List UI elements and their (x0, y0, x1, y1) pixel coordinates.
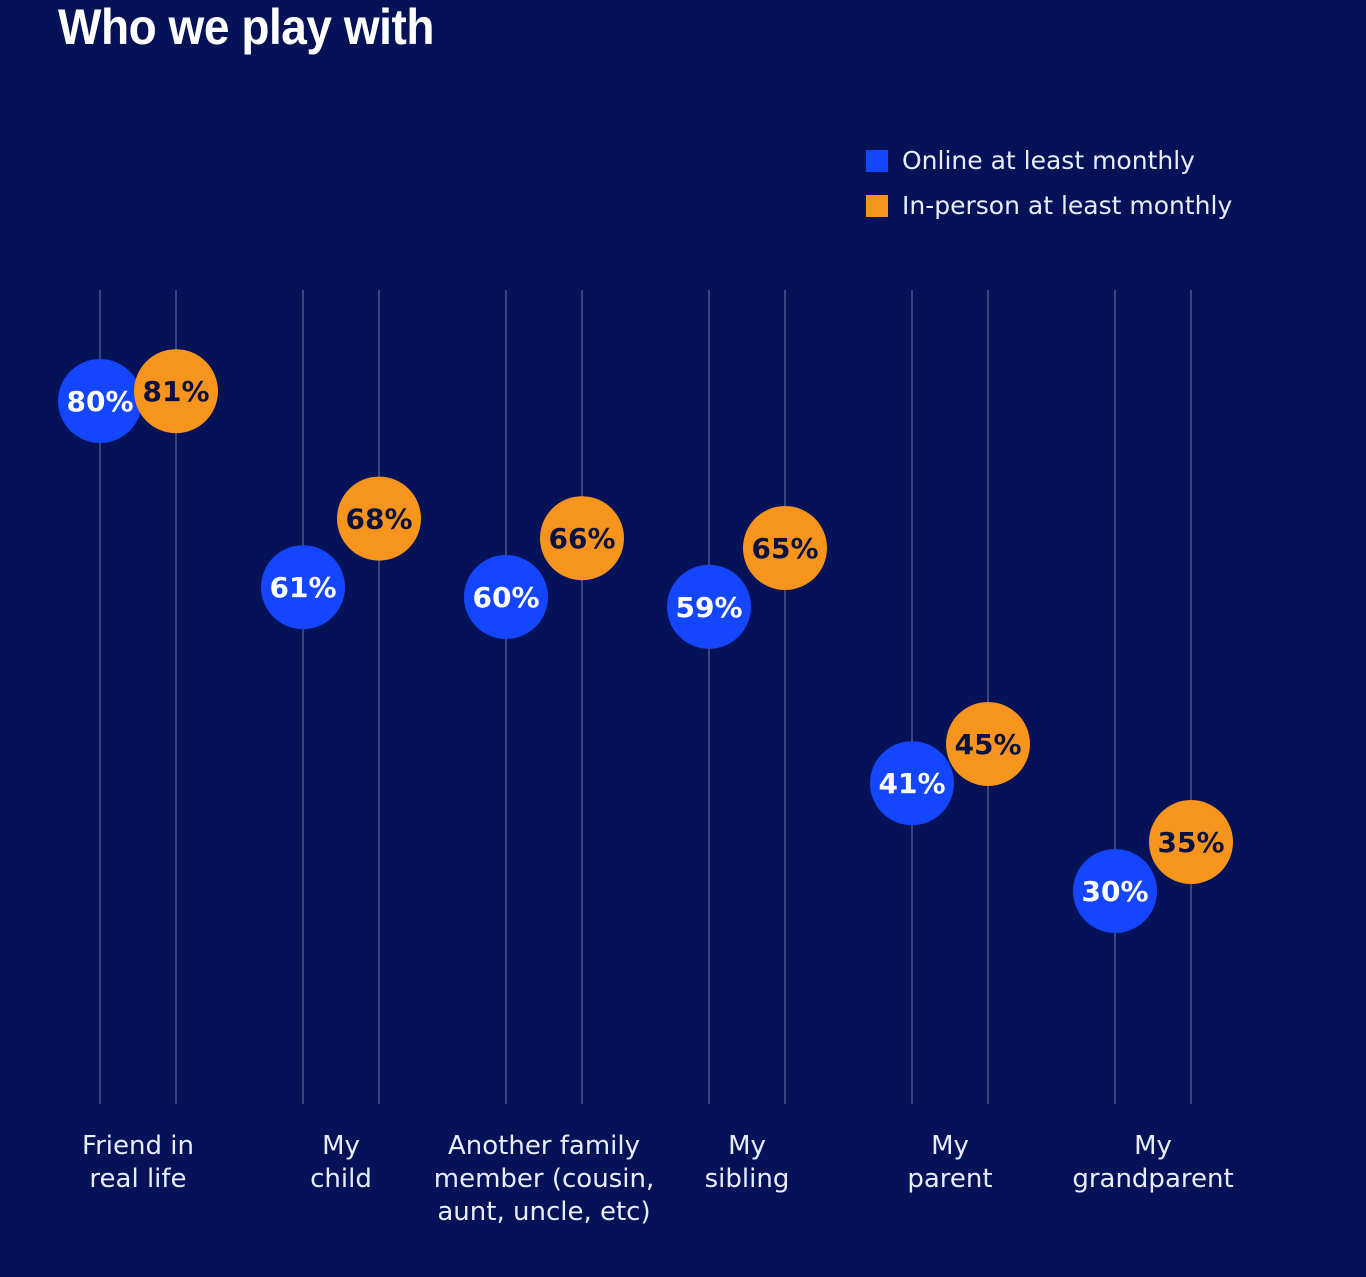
category-label-line: member (cousin, (433, 1164, 655, 1194)
in-person-point: 45% (946, 702, 1030, 786)
point-circle (1073, 849, 1157, 933)
point-circle (134, 349, 218, 434)
category-label-line: Friend in (82, 1131, 194, 1161)
category-label: Another family member (cousin, aunt, uncle… (414, 1130, 674, 1229)
category-label-line: sibling (704, 1164, 790, 1194)
in-person-point: 35% (1149, 800, 1233, 884)
category-label-line: child (310, 1164, 372, 1194)
category-label: My grandparent (1023, 1130, 1283, 1196)
in-person-point: 66% (540, 496, 624, 581)
category-label: Friend in real life (8, 1130, 268, 1196)
data-label: 45% (954, 728, 1021, 761)
point-circle (946, 702, 1030, 786)
data-label: 81% (142, 375, 209, 408)
in-person-point: 68% (337, 476, 421, 561)
online-point: 80% (58, 359, 142, 443)
category-label: My child (211, 1130, 471, 1196)
chart-title: Who we play with (58, 0, 434, 55)
point-circle (667, 564, 751, 649)
category-label: My parent (820, 1130, 1080, 1196)
legend-label-in-person: In-person at least monthly (902, 191, 1233, 220)
category-label-line: real life (89, 1164, 187, 1194)
grid-lines (99, 290, 1192, 1104)
data-label: 60% (472, 581, 539, 614)
point-circle (337, 476, 421, 561)
point-circle (540, 496, 624, 581)
category-label: My sibling (617, 1130, 877, 1196)
data-label: 80% (66, 385, 133, 418)
legend-item-in-person: In-person at least monthly (866, 183, 1232, 228)
online-point: 59% (667, 564, 751, 649)
category-label-line: My (931, 1131, 969, 1161)
point-circle (261, 545, 345, 630)
category-label-line: Another family (447, 1131, 641, 1161)
point-circle (1149, 800, 1233, 884)
online-point: 60% (464, 555, 548, 639)
data-label: 35% (1157, 826, 1224, 859)
legend-swatch-in-person (866, 194, 888, 217)
legend-item-online: Online at least monthly (866, 138, 1232, 183)
category-label-line: My (728, 1131, 766, 1161)
data-label: 41% (878, 767, 945, 800)
online-point: 41% (870, 741, 954, 826)
in-person-point: 81% (134, 349, 218, 434)
category-label-line: parent (907, 1164, 993, 1194)
category-label-line: My (322, 1131, 360, 1161)
in-person-point: 65% (743, 506, 827, 590)
legend-swatch-online (866, 149, 888, 172)
point-circle (743, 506, 827, 590)
data-label: 30% (1081, 875, 1148, 908)
point-circle (58, 359, 142, 443)
data-label: 68% (345, 503, 412, 536)
online-point: 61% (261, 545, 345, 630)
legend: Online at least monthly In-person at lea… (866, 138, 1232, 228)
online-point: 30% (1073, 849, 1157, 933)
category-label-line: grandparent (1072, 1164, 1234, 1194)
data-label: 61% (269, 571, 336, 604)
category-label-line: My (1134, 1131, 1172, 1161)
data-label: 59% (675, 591, 742, 624)
point-circle (464, 555, 548, 639)
point-circle (870, 741, 954, 826)
data-label: 66% (548, 522, 615, 555)
legend-label-online: Online at least monthly (902, 146, 1195, 175)
data-label: 65% (751, 532, 818, 565)
data-points: 80% 61% 60% 59% 41% 30% 81% 68% 66% 65% 45% 35% (58, 349, 1233, 933)
category-label-line: aunt, uncle, etc) (437, 1197, 651, 1227)
